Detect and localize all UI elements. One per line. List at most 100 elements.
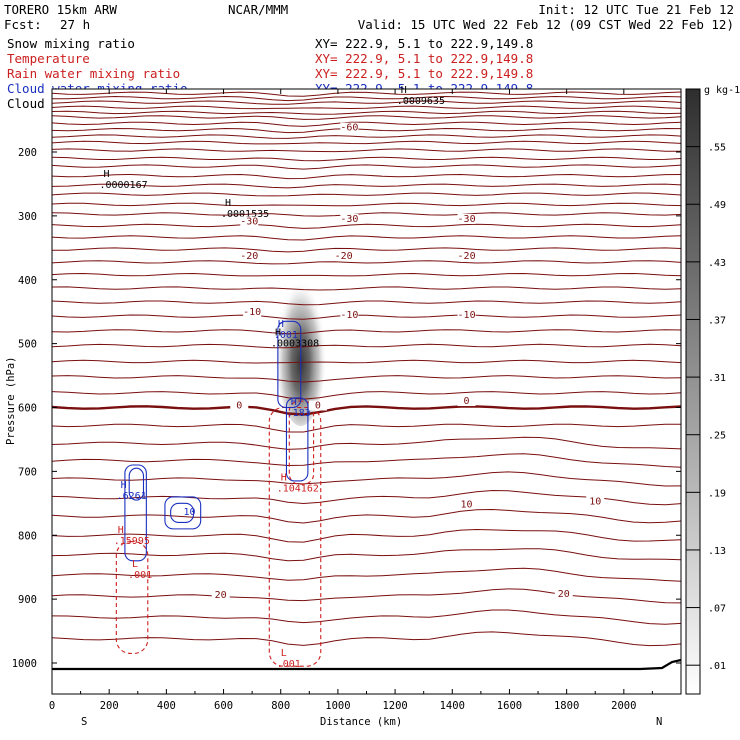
isotherm (51, 548, 682, 562)
colorbar-ramp (685, 88, 701, 695)
isotherm (51, 453, 682, 468)
isotherm-label: 0 (464, 396, 470, 407)
isotherm (51, 423, 681, 433)
colorbar-tick-label: .49 (708, 200, 726, 211)
isotherm (51, 110, 682, 115)
isotherm-label: -10 (243, 307, 261, 318)
isotherm-label: 10 (589, 496, 601, 507)
x-tick-label: 400 (157, 700, 176, 712)
isotherm-label: -20 (458, 251, 476, 262)
isotherm-label-bg (230, 400, 249, 411)
isotherm (51, 436, 682, 450)
y-tick-label: 300 (18, 211, 37, 223)
isotherm-label-bg (457, 499, 476, 510)
cloud-water-label: 10 (184, 507, 196, 518)
rain-contours (115, 400, 322, 667)
x-tick-label: 1200 (382, 700, 407, 712)
rain-contour (288, 400, 315, 485)
isotherm (51, 212, 682, 217)
y-tick-label: 900 (18, 594, 37, 606)
colorbar-tick-label: .43 (708, 258, 726, 269)
colorbar-tick-label: .31 (708, 373, 726, 384)
isotherm (51, 127, 682, 134)
x-tick-label: 1000 (325, 700, 350, 712)
isotherm-label-bg (340, 122, 359, 133)
cloud-water-contour (277, 320, 302, 409)
south-label: S (81, 716, 87, 728)
y-axis-title: Pressure (hPa) (5, 356, 17, 445)
marker-letter: L (132, 559, 138, 570)
terrain-line (52, 658, 682, 671)
isotherm (51, 300, 682, 306)
isotherm-label: -30 (458, 214, 476, 225)
y-tick-label: 400 (18, 275, 37, 287)
isotherm-label-bg (334, 251, 353, 262)
isotherm (51, 272, 682, 277)
rain-contour (268, 406, 322, 667)
x-tick-label: 200 (100, 700, 119, 712)
isotherm (51, 359, 682, 364)
isotherm (51, 391, 682, 400)
marker-value: .183 (287, 408, 311, 419)
north-label: N (656, 716, 662, 728)
init-time: Init: 12 UTC Tue 21 Feb 12 (538, 2, 734, 17)
marker-letter: H (225, 198, 231, 209)
isotherm-label: -20 (335, 251, 353, 262)
fcst-label: Fcst: (4, 17, 42, 32)
colorbar-tick-label: .19 (708, 488, 726, 499)
cloud-water-contour (164, 496, 202, 530)
x-tick-label: 2000 (611, 700, 636, 712)
colorbar-tick-label: .55 (708, 143, 726, 154)
marker-letter: H (103, 169, 109, 180)
isotherm (51, 471, 682, 487)
isotherm (51, 202, 682, 207)
isotherm (51, 489, 682, 506)
marker-letter: H (118, 525, 124, 536)
isotherm (51, 405, 682, 416)
isotherm (51, 314, 682, 320)
model-label: TORERO 15km ARW (4, 2, 117, 17)
isotherm (51, 105, 682, 110)
y-tick-label: 800 (18, 530, 37, 542)
isotherm (51, 100, 682, 105)
colorbar: .01 .07 .13 .19 .25 .31 .37 .43 .49 .55 g kg-1 (685, 85, 740, 695)
isotherm (51, 115, 682, 120)
temperature-contours (51, 91, 682, 647)
cloud-water-contour (124, 464, 147, 562)
isotherm (51, 508, 682, 524)
marker-letter: H (401, 85, 407, 96)
isotherm-label-bg (240, 251, 259, 262)
rain-contour (115, 541, 149, 654)
isotherm-label-bg (457, 213, 476, 224)
isotherm (51, 140, 682, 145)
isotherm (51, 121, 682, 127)
y-tick-label: 500 (18, 339, 37, 351)
x-tick-label: 1400 (440, 700, 465, 712)
isotherm-label: -60 (340, 123, 358, 134)
isotherm (52, 247, 682, 253)
isotherm-label: -20 (240, 251, 258, 262)
legend-xy: XY= 222.9, 5.1 to 222.9,149.8 (315, 51, 533, 66)
marker-value: .15995 (114, 536, 150, 547)
colorbar-tick-label: .37 (708, 315, 726, 326)
cloud-water-contour (170, 502, 195, 524)
extrema-markers: H.0000167H.0001535H.0003308H.0009635H.00… (99, 85, 445, 670)
marker-letter: H (291, 397, 297, 408)
marker-value: .001 (277, 659, 301, 670)
producer-label: NCAR/MMM (228, 2, 288, 17)
isotherm (51, 156, 682, 162)
isotherm (51, 134, 682, 139)
marker-value: .104162 (277, 484, 319, 495)
isotherm (51, 192, 682, 197)
isotherm (51, 235, 682, 241)
marker-value: .0003308 (271, 339, 319, 350)
marker-letter: H (275, 328, 281, 339)
isotherm (51, 329, 682, 335)
fcst-value: 27 h (60, 17, 90, 32)
isotherm (51, 260, 682, 265)
x-tick-label: 1600 (497, 700, 522, 712)
legend-label: Snow mixing ratio (7, 36, 135, 51)
isotherm-label-bg (457, 251, 476, 262)
isotherm (51, 91, 682, 97)
cloud-water-contour (285, 397, 309, 482)
